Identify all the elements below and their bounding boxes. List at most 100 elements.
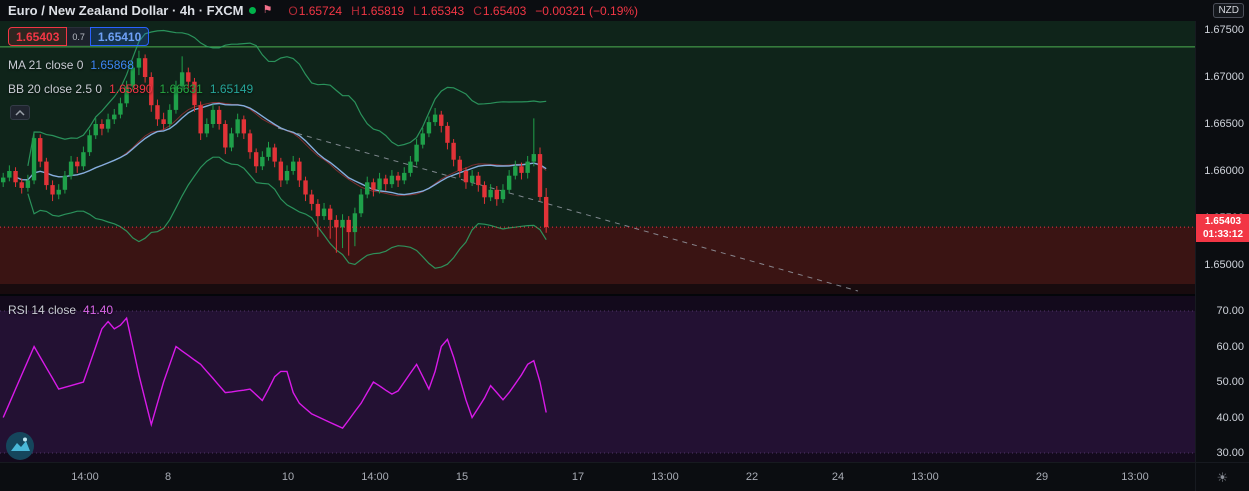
price-axis-label: 70.00 (1216, 305, 1244, 317)
bb-lower-line (27, 156, 547, 269)
candle-body (186, 72, 191, 82)
candle-body (439, 114, 444, 126)
candle-body (482, 185, 487, 198)
candle-body (445, 125, 450, 143)
high-value: H1.65819 (351, 3, 405, 18)
price-axis-label: 1.66000 (1204, 165, 1244, 177)
candle-body (451, 142, 456, 160)
candle-body (352, 213, 358, 233)
symbol-title[interactable]: Euro / New Zealand Dollar · 4h · FXCM (8, 3, 244, 18)
candle-body (488, 189, 493, 198)
spread-value: 0.7 (67, 27, 90, 46)
time-axis-label: 10 (281, 471, 295, 483)
sun-icon[interactable]: ☀ (1216, 469, 1229, 485)
candle-body (44, 161, 49, 186)
time-axis-label: 24 (831, 471, 845, 483)
candle-body (389, 175, 395, 185)
bullish-zone-bg (0, 21, 1195, 228)
candle-body (124, 86, 129, 104)
candle-body (142, 58, 148, 77)
flag-icon[interactable]: ⚑ (262, 4, 273, 16)
candle-body (315, 203, 321, 217)
candle-body (426, 122, 432, 134)
ma-legend[interactable]: MA 21 close 0 1.65868 (8, 58, 134, 72)
candle-body (377, 178, 382, 190)
candle-body (531, 154, 537, 162)
candle-body (266, 147, 271, 157)
price-axis[interactable]: 1.65403 01:33:12 1.67500 1.67000 1.66500 1.… (1195, 0, 1249, 462)
candle-body (112, 114, 117, 120)
candle-body (297, 161, 302, 181)
candles-layer (1, 50, 549, 256)
rsi-legend-value: 41.40 (83, 303, 114, 317)
watermark-logo[interactable] (5, 431, 35, 466)
time-axis-label: 22 (745, 471, 759, 483)
candle-body (253, 152, 259, 167)
price-axis-label: 50.00 (1216, 376, 1244, 388)
sell-button[interactable]: 1.65403 (8, 27, 68, 46)
price-axis-label: 1.65000 (1204, 259, 1244, 271)
candle-body (290, 161, 296, 171)
header-bar: Euro / New Zealand Dollar · 4h · FXCM ⚑ … (0, 0, 1249, 21)
bb-lower-value: 1.65149 (209, 82, 254, 96)
candle-body (408, 161, 413, 173)
candle-body (223, 124, 228, 148)
candle-body (1, 177, 6, 183)
chart-canvas[interactable] (0, 0, 1195, 462)
candle-body (340, 219, 345, 228)
candle-body (506, 175, 512, 190)
rsi-band (0, 311, 1195, 453)
collapse-pane-button[interactable] (10, 105, 30, 120)
price-axis-label: 1.67500 (1204, 24, 1244, 36)
bb-basis-value: 1.65890 (109, 82, 153, 96)
candle-body (38, 138, 43, 162)
time-axis-label: 8 (164, 471, 172, 483)
candle-body (31, 138, 37, 181)
candle-body (395, 175, 401, 181)
buy-sell-widget: 1.65403 0.7 1.65410 (8, 27, 150, 46)
axis-corner: ☀ (1195, 462, 1249, 491)
time-axis-label: 13:00 (1121, 471, 1149, 483)
candle-body (204, 124, 210, 134)
low-value: L1.65343 (413, 3, 465, 18)
candle-body (241, 119, 247, 134)
change-value: −0.00321 (−0.19%) (535, 3, 639, 18)
candle-body (13, 171, 18, 183)
open-value: O1.65724 (288, 3, 343, 18)
candle-body (432, 114, 438, 123)
candle-body (309, 194, 314, 204)
bb-upper-line (27, 29, 547, 167)
time-axis[interactable]: 14:00 8 10 14:00 15 17 13:00 22 24 13:00 29 13:00 (0, 462, 1195, 491)
candle-body (235, 119, 240, 134)
candle-body (513, 166, 518, 176)
candle-body (75, 161, 80, 167)
candle-body (371, 182, 376, 190)
candle-body (321, 208, 327, 217)
bb-upper-value: 1.66631 (159, 82, 203, 96)
candle-body (414, 144, 419, 162)
ohlc-readout: O1.65724 H1.65819 L1.65343 C1.65403 −0.0… (288, 4, 638, 18)
chevron-up-icon (15, 109, 25, 116)
candle-body (216, 109, 222, 124)
candle-body (402, 172, 407, 181)
candle-body (365, 182, 370, 195)
time-axis-label: 15 (455, 471, 469, 483)
axis-currency-button[interactable]: NZD (1213, 3, 1244, 18)
candle-body (192, 81, 197, 106)
candle-body (161, 119, 166, 124)
rsi-legend[interactable]: RSI 14 close 41.40 (8, 303, 113, 317)
candle-body (525, 161, 530, 173)
price-axis-label: 1.66500 (1204, 118, 1244, 130)
bb-legend[interactable]: BB 20 close 2.5 0 1.65890 1.66631 1.6514… (8, 82, 253, 96)
candle-body (19, 182, 24, 188)
candle-body (284, 171, 290, 181)
candle-body (346, 219, 351, 233)
candle-body (476, 175, 481, 186)
candle-body (210, 109, 216, 124)
candle-body (537, 154, 543, 197)
candle-body (149, 77, 154, 106)
candle-body (136, 58, 142, 68)
candle-body (7, 171, 12, 178)
buy-button[interactable]: 1.65410 (89, 27, 150, 46)
